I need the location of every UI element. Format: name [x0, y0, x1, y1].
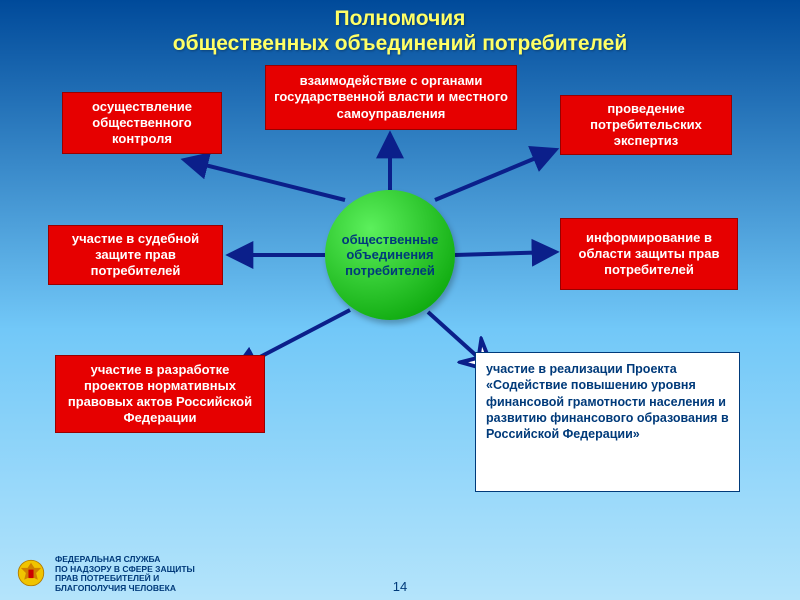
- box-control: осуществление общественного контроля: [62, 92, 222, 154]
- box-court: участие в судебной защите прав потребите…: [48, 225, 223, 285]
- title-line2: общественных объединений потребителей: [173, 32, 627, 55]
- box-expert: проведение потребительских экспертиз: [560, 95, 732, 155]
- slide-title: Полномочия общественных объединений потр…: [0, 0, 800, 56]
- box-gov: взаимодействие с органами государственно…: [265, 65, 517, 130]
- box-inform: информирование в области защиты прав пот…: [560, 218, 738, 290]
- box-drafts: участие в разработке проектов нормативны…: [55, 355, 265, 433]
- page-number: 14: [0, 579, 800, 594]
- center-node-label: общественные объединения потребителей: [331, 232, 449, 279]
- center-node: общественные объединения потребителей: [325, 190, 455, 320]
- project-box: участие в реализации Проекта «Содействие…: [475, 352, 740, 492]
- project-box-text: участие в реализации Проекта «Содействие…: [486, 362, 729, 441]
- title-line1: Полномочия: [335, 7, 466, 30]
